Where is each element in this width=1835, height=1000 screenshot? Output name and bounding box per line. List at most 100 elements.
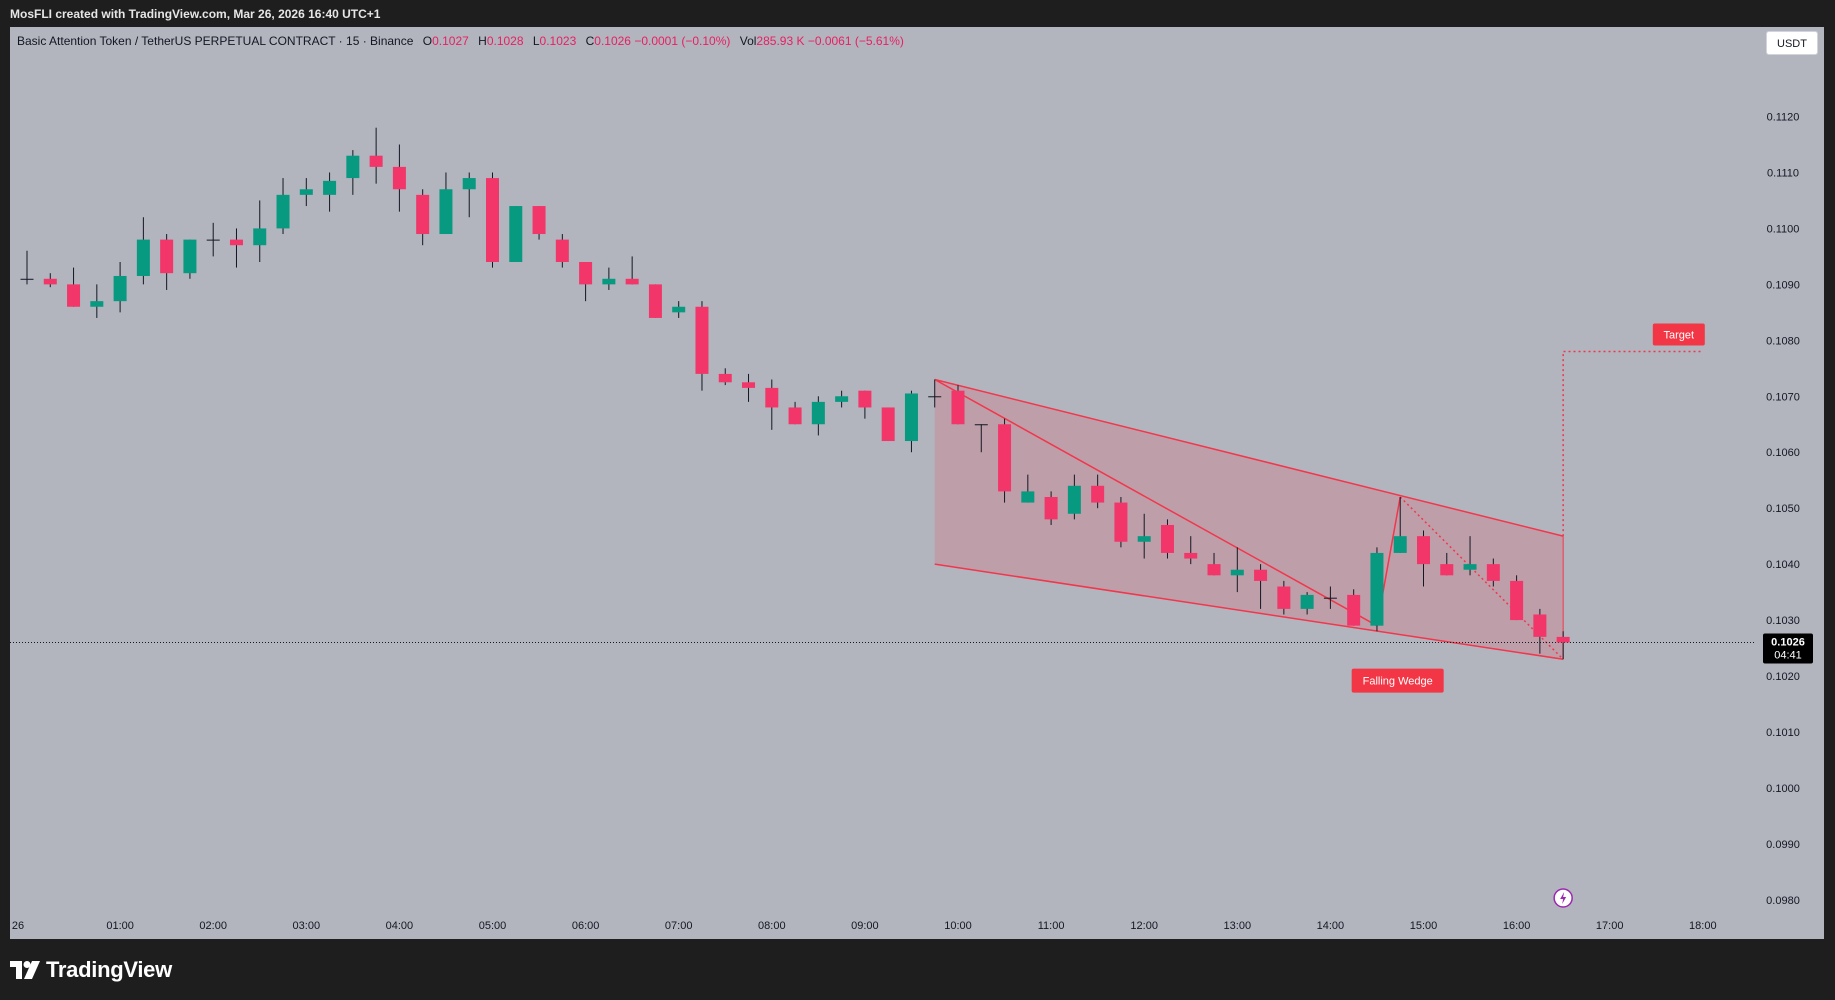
x-tick-label: 10:00	[944, 920, 972, 932]
legend-symbol[interactable]: Basic Attention Token / TetherUS PERPETU…	[17, 34, 414, 48]
candle-body	[904, 393, 918, 442]
y-tick-label: 0.1030	[1766, 615, 1800, 627]
x-tick-label: 16:00	[1503, 920, 1531, 932]
candle-body	[858, 390, 872, 408]
legend-change: −0.0001 (−0.10%)	[634, 34, 731, 48]
y-tick-label: 0.1040	[1766, 559, 1800, 571]
candle-body	[229, 239, 243, 246]
candlestick-chart[interactable]: 0.1120 0.1110 0.1100 0.1090 0.1080 0.1070 0.10…	[10, 27, 1824, 939]
candle-body	[998, 424, 1012, 492]
candle-body	[811, 401, 825, 425]
footer-bar: TradingView	[0, 939, 1835, 1000]
candle-body	[509, 206, 523, 262]
x-tick-label: 09:00	[851, 920, 879, 932]
candle-body	[462, 178, 476, 190]
legend-high-label: H	[478, 34, 487, 48]
x-tick-label: 05:00	[479, 920, 507, 932]
candle-body	[299, 189, 313, 195]
x-tick-label: 15:00	[1410, 920, 1438, 932]
candle-body	[1347, 594, 1361, 626]
candle-body	[439, 189, 453, 235]
candle-body	[90, 301, 104, 307]
candle-body	[1277, 586, 1291, 609]
x-tick-label: 26	[12, 920, 24, 932]
candle-body	[928, 396, 942, 398]
candle-body	[1533, 614, 1547, 637]
y-tick-label: 0.1080	[1766, 335, 1800, 347]
target-path	[1562, 350, 1703, 537]
falling-wedge-label-bg	[1351, 668, 1444, 693]
candle-body	[579, 261, 593, 285]
candle-body	[1393, 536, 1407, 553]
tradingview-logo[interactable]: TradingView	[10, 957, 172, 983]
legend-volume-label: Vol	[739, 34, 757, 48]
candle-body	[160, 239, 174, 274]
candle-body	[416, 194, 430, 235]
candle-body	[392, 166, 406, 190]
candle-body	[20, 278, 34, 280]
legend-close-value: 0.1026	[594, 34, 631, 48]
candle-body	[136, 239, 150, 276]
candle-body	[1137, 536, 1151, 542]
candle-body	[1440, 564, 1454, 576]
candle-body	[206, 239, 220, 241]
candle-body	[1417, 536, 1430, 565]
candle-body	[1486, 564, 1500, 581]
target-label: Target	[1664, 330, 1695, 342]
y-tick-label: 0.1090	[1766, 279, 1800, 291]
x-tick-label: 11:00	[1038, 920, 1065, 932]
y-tick-label: 0.0990	[1766, 839, 1800, 851]
candle-body	[672, 306, 686, 313]
y-tick-label: 0.1100	[1767, 223, 1800, 235]
candle-body	[835, 396, 849, 402]
candle-body	[951, 390, 965, 425]
wedge-fill	[934, 379, 1564, 660]
candle-body	[346, 155, 360, 179]
candle-body	[974, 424, 988, 426]
attribution-text: MosFLI created with TradingView.com, Mar…	[10, 7, 381, 21]
y-tick-label: 0.1120	[1767, 112, 1800, 124]
candle-body	[1463, 564, 1477, 570]
legend-volume-change: −0.0061 (−5.61%)	[807, 34, 904, 48]
x-tick-label: 18:00	[1689, 920, 1717, 932]
candle-body	[881, 407, 895, 442]
candle-body	[369, 155, 383, 167]
candle-body	[1207, 564, 1221, 576]
lightning-bolt-glyph	[1560, 892, 1567, 904]
y-tick-label: 0.1020	[1766, 671, 1800, 683]
x-tick-label: 13:00	[1224, 920, 1252, 932]
candle-body	[695, 306, 709, 374]
candle-body	[765, 387, 779, 408]
chart-panel[interactable]: 0.1120 0.1110 0.1100 0.1090 0.1080 0.1070 0.10…	[10, 27, 1824, 939]
legend-low-label: L	[532, 34, 540, 48]
wedge-upper-line	[934, 378, 1564, 537]
price-badge-countdown: 04:41	[1774, 649, 1802, 661]
legend-high-value: 0.1028	[486, 34, 524, 48]
candle-body	[788, 407, 802, 425]
x-tick-label: 07:00	[665, 920, 693, 932]
price-badge-value: 0.1026	[1771, 636, 1805, 648]
candle-body	[67, 284, 81, 307]
candle-body	[648, 284, 662, 318]
candle-body	[1323, 597, 1337, 599]
candle-body	[742, 382, 756, 388]
candle-body	[43, 278, 57, 285]
wedge-lower-line	[934, 563, 1564, 660]
candle-body	[253, 228, 267, 246]
x-tick-label: 02:00	[199, 920, 227, 932]
candle-body	[1300, 594, 1314, 609]
candle-body	[1370, 552, 1384, 626]
candle-body	[1091, 485, 1105, 503]
y-tick-label: 0.1050	[1766, 503, 1800, 515]
legend-open-value: 0.1027	[432, 34, 469, 48]
legend-open-label: O	[422, 34, 433, 48]
candle-body	[1254, 569, 1268, 581]
target-label-bg	[1652, 323, 1705, 346]
legend-close-label: C	[585, 34, 595, 48]
candle-body	[1044, 496, 1058, 520]
candle-body	[718, 373, 732, 383]
candle-body	[323, 180, 337, 195]
currency-button[interactable]: USDT	[1766, 31, 1818, 55]
legend-low-value: 0.1023	[539, 34, 577, 48]
tradingview-logo-icon	[10, 961, 40, 979]
